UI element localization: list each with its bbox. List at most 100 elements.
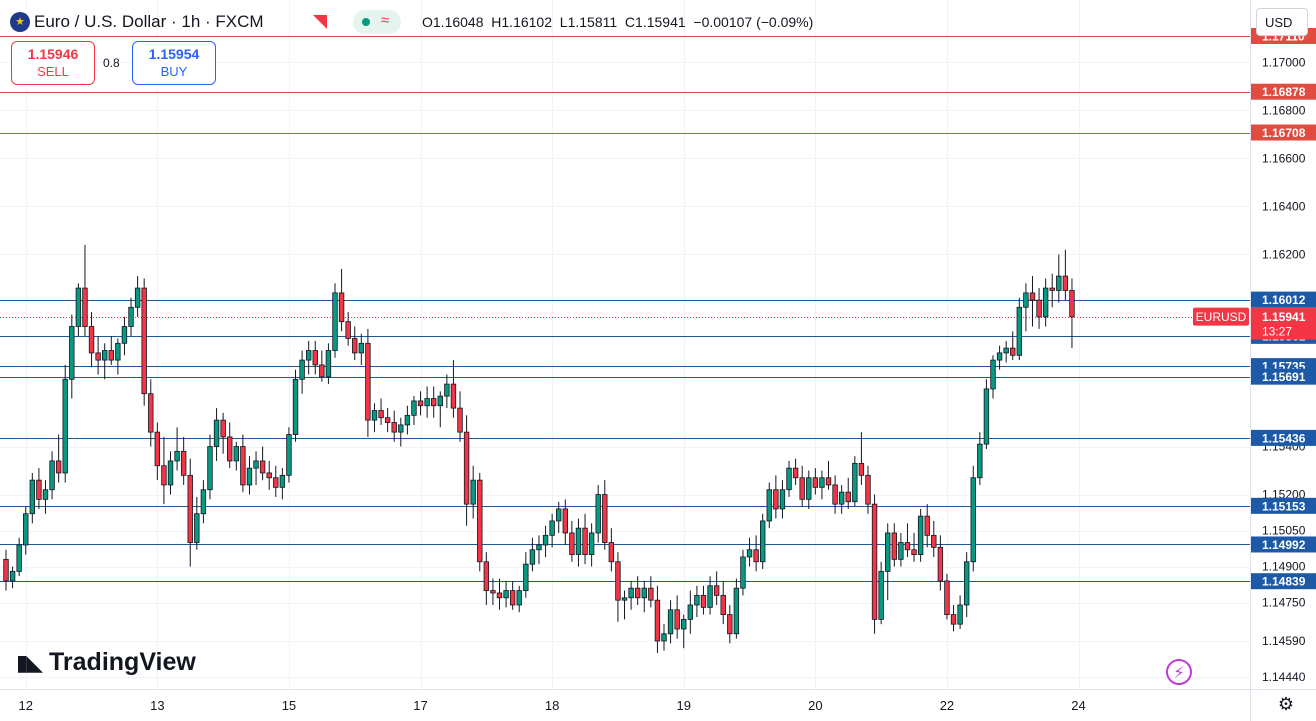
candle-up [957,604,963,625]
candle-down [148,393,154,433]
candle-down [154,431,161,467]
price-tick-label: 1.14590 [1262,634,1306,648]
candle-down [187,474,193,543]
candle-up [1042,287,1049,318]
candle-down [509,590,516,606]
candle-up [878,570,884,620]
candle-up [411,400,417,416]
candle-up [885,532,891,572]
live-dot-icon [362,18,370,26]
candle-down [490,590,496,594]
lightning-icon[interactable]: ⚡ [1166,659,1192,685]
candle-up [69,326,75,380]
gear-icon[interactable]: ⚙ [1277,694,1295,714]
candle-up [963,561,970,606]
candle-up [115,342,121,361]
candle-down [773,489,779,510]
candle-up [437,395,443,407]
candle-up [536,544,542,551]
level-price-badge-bg [1251,497,1316,514]
candle-up [523,563,529,591]
candle-up [621,597,628,601]
candle-up [1003,347,1009,354]
candle-up [121,326,128,344]
ohlc-change: −0.00107 (−0.09%) [693,14,814,30]
level-price-badge-bg [1251,573,1316,590]
chart-header: ★ Euro / U.S. Dollar · 1h · FXCM ≈ O1.16… [0,0,1250,44]
candle-up [398,424,404,433]
candle-down [950,614,957,625]
candle-up [766,489,772,522]
candle-down [608,542,615,563]
candle-up [299,359,305,380]
candle-down [602,494,608,543]
candle-down [312,350,318,366]
candle-down [365,342,371,421]
candle-down [845,491,851,503]
candle-down [463,431,470,505]
candle-up [134,287,141,308]
resistance-price-badge: 1.16708 [1262,126,1306,140]
candle-down [1029,292,1036,301]
candle-up [575,527,582,555]
candle-up [786,467,792,491]
candle-up [1023,292,1029,308]
level-price-badge: 1.14839 [1262,575,1306,589]
candle-down [338,292,345,323]
ohlc-low: L1.15811 [559,14,618,30]
euro-flag-icon: ★ [10,12,30,32]
time-tick-label: 24 [1071,698,1085,713]
candle-down [615,561,621,601]
candle-down [937,546,944,582]
symbol-title[interactable]: Euro / U.S. Dollar · 1h · FXCM [34,12,264,31]
level-price-badge: 1.15691 [1262,370,1306,384]
candle-up [819,477,825,488]
live-status-pill[interactable]: ≈ [353,10,401,34]
candle-down [1062,275,1069,291]
candle-up [667,609,674,635]
time-tick-label: 15 [282,698,296,713]
buy-label: BUY [160,64,188,79]
candle-up [292,378,299,435]
buy-price: 1.15954 [148,46,200,62]
candle-down [180,450,187,476]
candle-up [694,594,700,606]
sell-price: 1.15946 [27,46,79,62]
candle-up [16,544,22,572]
candle-down [273,477,279,488]
candle-up [529,549,536,565]
candle-down [832,484,838,505]
candle-up [542,534,549,546]
candle-up [838,491,845,505]
candle-up [588,532,595,555]
candle-down [792,467,799,479]
candle-down [891,532,897,560]
sell-button[interactable]: 1.15946 SELL [11,41,95,85]
candle-up [207,446,213,491]
candle-down [1036,299,1042,318]
price-tick-label: 1.14440 [1262,670,1306,684]
candle-down [911,549,917,555]
candle-up [200,489,207,515]
resistance-price-badge-bg [1251,83,1316,100]
price-axis[interactable]: 1.17000 1.16800 1.16600 1.16400 1.16200 1.154… [1262,55,1306,684]
candle-down [220,419,226,438]
level-price-badge-bg [1251,536,1316,553]
time-tick-label: 18 [545,698,559,713]
buy-button[interactable]: 1.15954 BUY [132,41,216,85]
sell-label: SELL [37,64,69,79]
candle-up [746,549,753,558]
price-badges: 1.171101.168781.167081.160121.158611.157… [1193,28,1316,590]
currency-selector[interactable]: USD [1256,8,1308,36]
level-price-badge: 1.16012 [1262,293,1306,307]
current-price-value: 1.15941 [1262,310,1306,324]
time-axis[interactable]: 12 13 15 17 18 19 20 22 24 [19,698,1086,713]
candle-down [1049,287,1055,291]
time-tick-label: 20 [808,698,822,713]
candle-up [852,462,858,503]
candle-down [634,587,641,599]
candle-down [713,585,720,596]
flag-corner-icon[interactable] [313,15,327,29]
candle-up [75,287,82,327]
